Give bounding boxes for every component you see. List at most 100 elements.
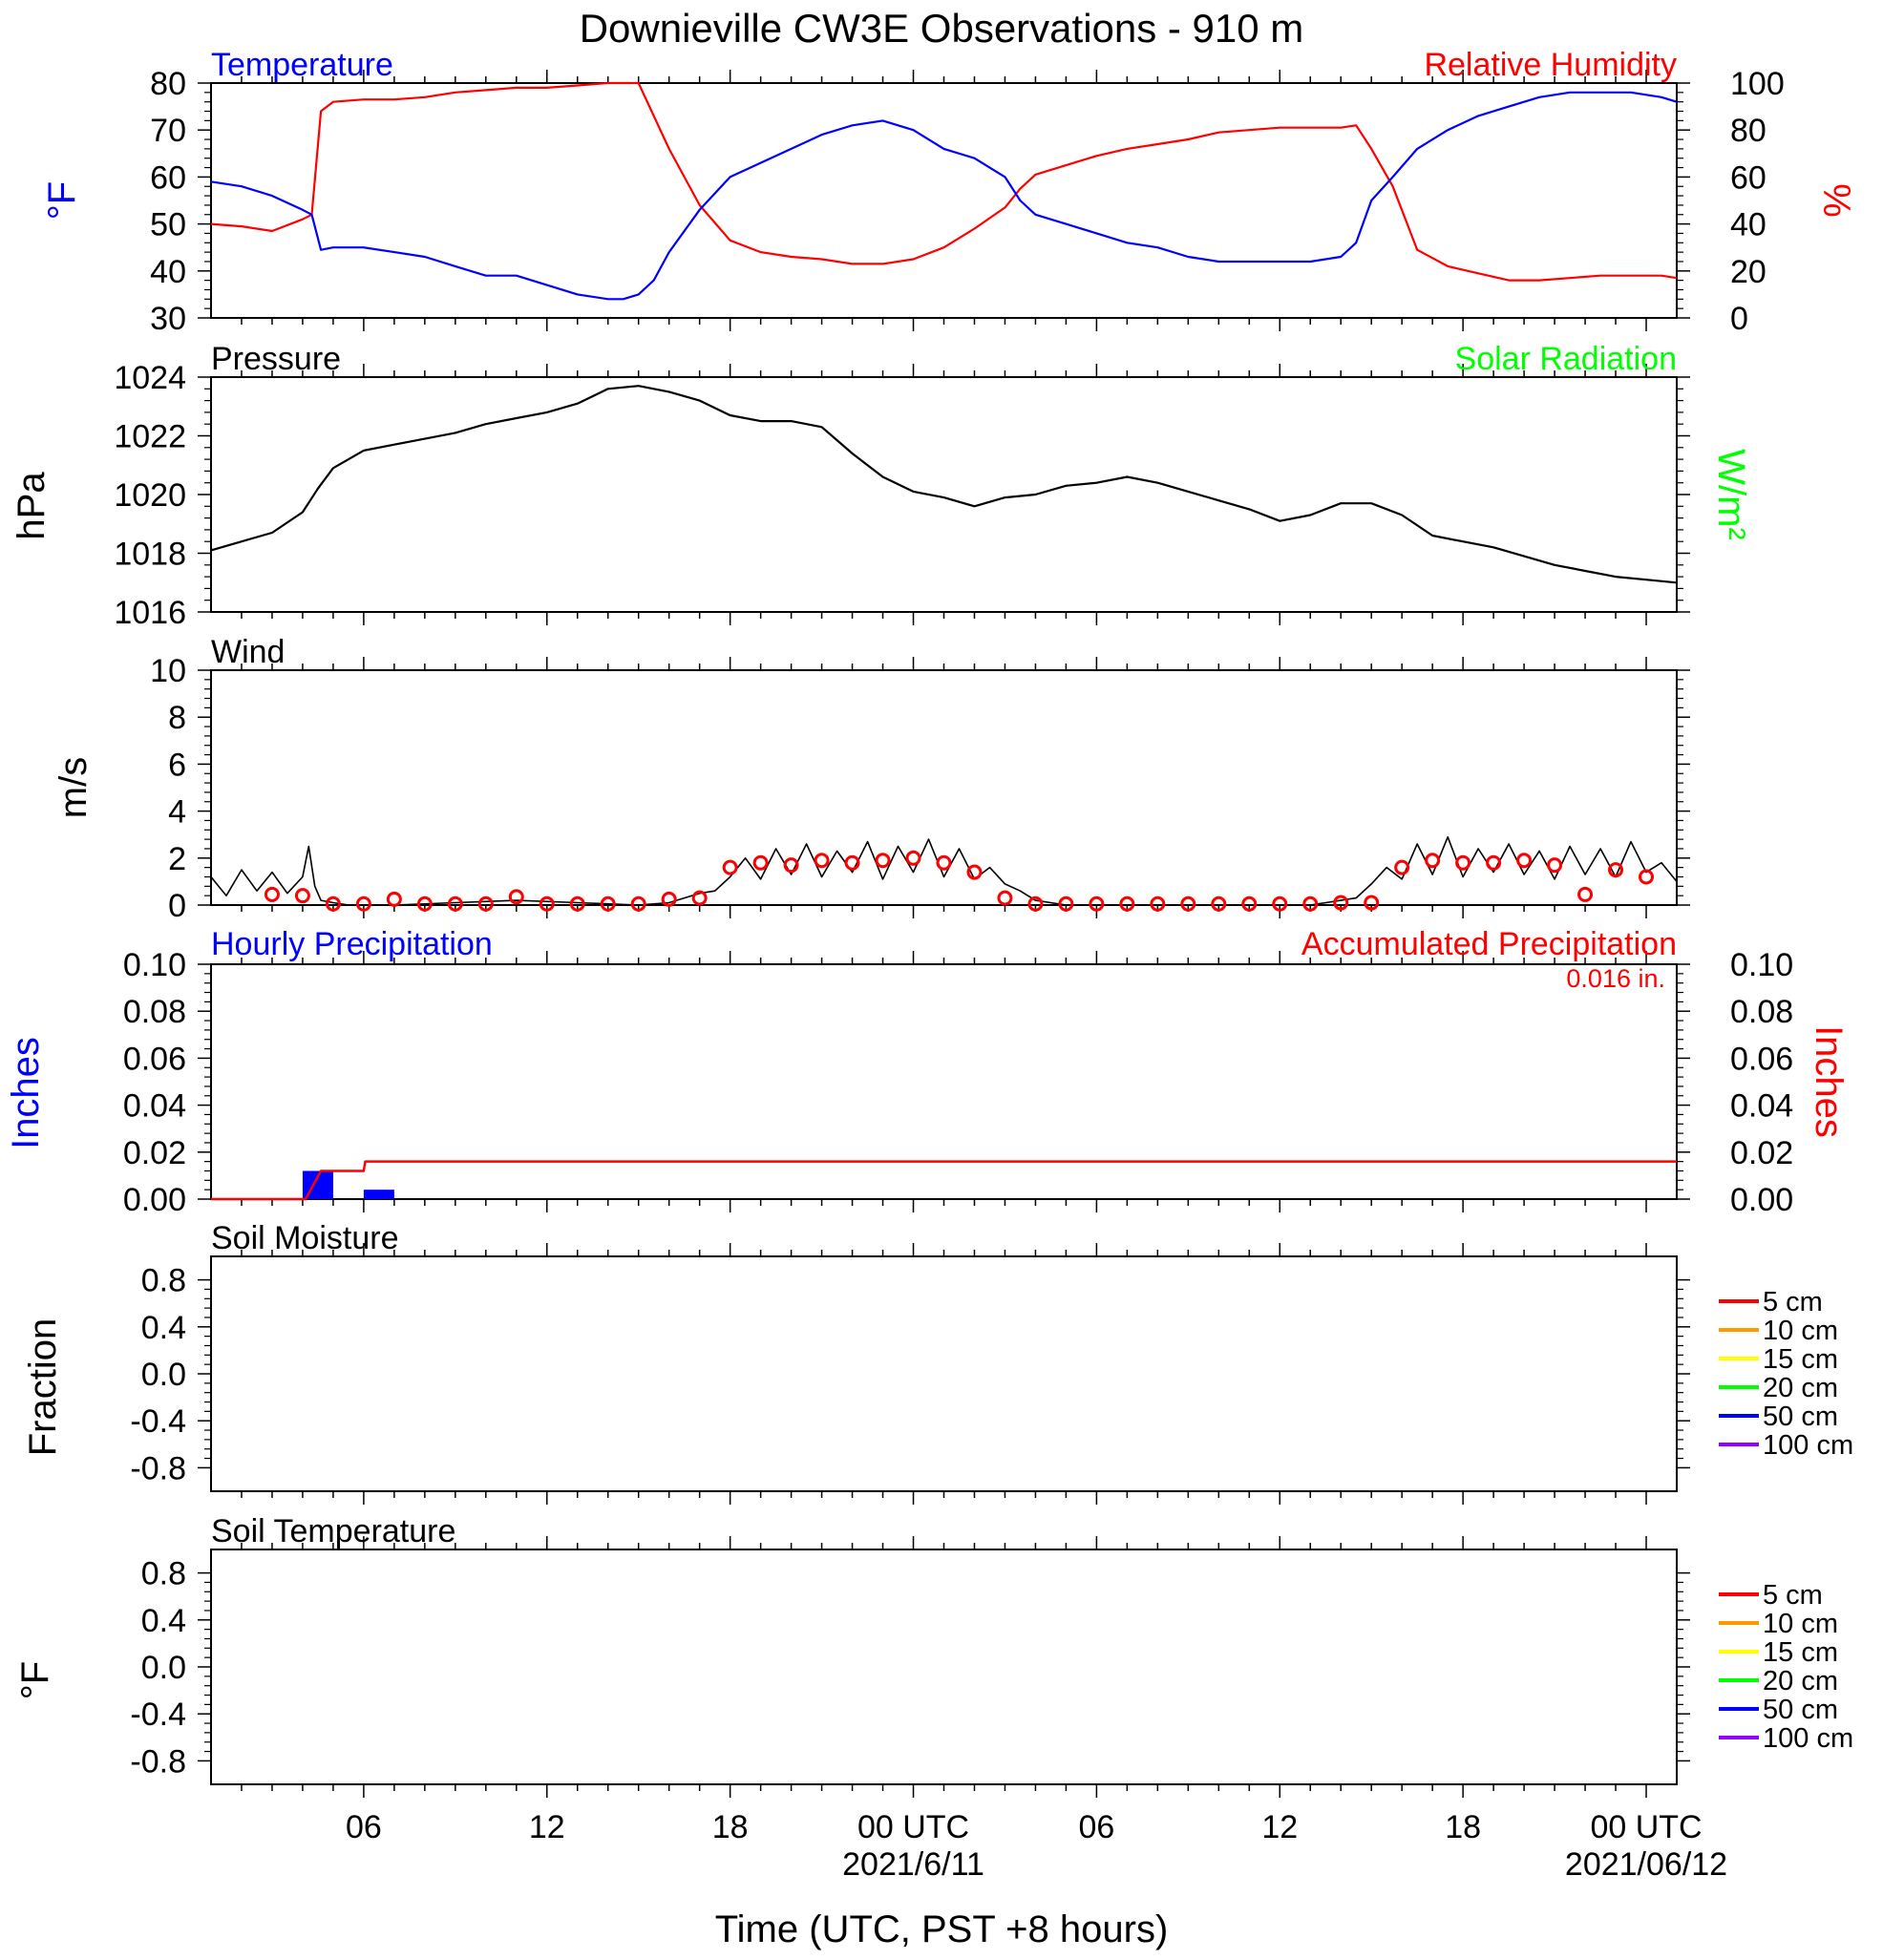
y-right-tick-label: 80 [1730, 113, 1767, 149]
panel-temperature_humidity: 30 40 50 60 70 80 0 20 40 60 80 100 Temperature Relat… [41, 47, 1857, 337]
y-tick-label: -0.4 [130, 1697, 186, 1733]
y-tick-label: 10 [150, 653, 186, 689]
x-tick-label: 18 [1445, 1809, 1481, 1845]
hourly-average-marker [1425, 853, 1441, 869]
hourly-average-marker [1364, 895, 1380, 911]
y-tick-label: 0.0 [141, 1357, 186, 1393]
y-tick-label: 0.04 [123, 1088, 186, 1125]
series-accumulated-precipitation [211, 1160, 1677, 1201]
y-axis-label-left: °F [41, 181, 83, 220]
hourly-average-marker [1394, 859, 1410, 875]
y-tick-label: 1024 [114, 360, 186, 396]
hourly-average-marker [1608, 862, 1624, 878]
hourly-average-marker [661, 891, 677, 907]
hourly-average-marker [630, 896, 646, 912]
hourly-average-marker [1486, 854, 1502, 871]
y-tick-label: 0.8 [141, 1263, 186, 1299]
x-axis-title: Time (UTC, PST +8 hours) [715, 1908, 1169, 1950]
hourly-average-marker [1333, 895, 1349, 911]
y-tick-label: -0.4 [130, 1403, 186, 1440]
hourly-average-marker [569, 896, 585, 912]
panel-title-wind: Wind [211, 634, 285, 670]
y-tick-label: 0 [168, 888, 186, 924]
x-tick-label: 12 [1261, 1809, 1298, 1845]
plot-frame [210, 963, 1678, 1200]
y-tick-label: 50 [150, 207, 186, 243]
y-right-tick-label: 0 [1730, 301, 1748, 337]
plot-frame [210, 376, 1678, 613]
panel-title-hourly-precipitation: Hourly Precipitation [211, 926, 493, 962]
y-axis-label-left: Fraction [22, 1318, 64, 1457]
y-tick-label: 2 [168, 841, 186, 877]
hourly-average-marker [997, 890, 1013, 906]
hourly-average-marker [1119, 896, 1135, 912]
x-tick-label: 06 [346, 1809, 382, 1845]
y-axis-label-right: % [1815, 183, 1857, 218]
hourly-average-marker [1547, 857, 1563, 874]
panel-title-temperature: Temperature [211, 47, 393, 83]
y-right-tick-label: 20 [1730, 254, 1767, 290]
hourly-average-marker [752, 854, 769, 871]
hourly-average-marker [814, 853, 830, 869]
plot-frame [210, 82, 1678, 319]
y-tick-label: 30 [150, 301, 186, 337]
hourly-average-marker [722, 859, 738, 875]
y-tick-label: 70 [150, 113, 186, 149]
y-tick-label: 80 [150, 66, 186, 102]
hourly-average-marker [875, 853, 891, 869]
x-date-label: 2021/6/11 [842, 1846, 984, 1883]
hourly-average-marker [1241, 896, 1258, 912]
y-right-tick-label: 0.02 [1730, 1135, 1793, 1171]
y-tick-label: 60 [150, 159, 186, 196]
hourly-average-marker [477, 896, 494, 912]
x-tick-label: 06 [1078, 1809, 1114, 1845]
chart-title: Downieville CW3E Observations - 910 m [580, 6, 1304, 51]
y-tick-label: 0.4 [141, 1603, 186, 1639]
y-tick-label: 0.4 [141, 1310, 186, 1346]
accumulated-total-annotation: 0.016 in. [1566, 964, 1665, 993]
y-right-tick-label: 0.00 [1730, 1182, 1793, 1218]
hourly-average-marker [1302, 896, 1319, 912]
legend-label: 20 cm [1763, 1666, 1838, 1697]
hourly-average-marker [905, 850, 921, 866]
y-tick-label: 0.06 [123, 1041, 186, 1077]
panel-title-pressure: Pressure [211, 341, 341, 377]
panel-title-humidity: Relative Humidity [1424, 47, 1677, 83]
legend-label: 5 cm [1763, 1580, 1823, 1611]
hourly-average-marker [1516, 853, 1533, 869]
hourly-average-marker [783, 857, 799, 874]
hourly-average-marker [844, 854, 860, 871]
x-date-label: 2021/06/12 [1565, 1846, 1727, 1883]
legend-label: 50 cm [1763, 1402, 1838, 1432]
y-tick-label: 1016 [114, 595, 186, 631]
legend-label: 5 cm [1763, 1287, 1823, 1317]
panel-title-solar-radiation: Solar Radiation [1455, 341, 1677, 377]
y-axis-label-right: Inches [1808, 1025, 1850, 1138]
y-tick-label: 1020 [114, 477, 186, 514]
y-tick-label: 4 [168, 794, 186, 831]
y-tick-label: 8 [168, 700, 186, 736]
y-tick-label: -0.8 [130, 1450, 186, 1486]
y-tick-label: 1018 [114, 537, 186, 573]
hourly-average-marker [1639, 869, 1655, 885]
y-tick-label: 6 [168, 747, 186, 783]
y-tick-label: 0.8 [141, 1556, 186, 1592]
hourly-average-marker [1150, 896, 1166, 912]
hourly-precip-bar [363, 1190, 394, 1199]
y-axis-label-right: W/m² [1710, 449, 1752, 540]
legend-label: 100 cm [1763, 1723, 1853, 1754]
y-tick-label: 0.0 [141, 1650, 186, 1686]
legend-label: 100 cm [1763, 1430, 1853, 1461]
hourly-average-marker [386, 891, 402, 907]
hourly-average-marker [1455, 854, 1471, 871]
y-right-tick-label: 100 [1730, 66, 1785, 102]
hourly-average-marker [1089, 896, 1105, 912]
hourly-average-marker [1577, 886, 1594, 902]
y-right-tick-label: 0.06 [1730, 1041, 1793, 1077]
y-axis-label-left: hPa [11, 472, 53, 540]
y-axis-label-left: m/s [53, 757, 95, 818]
y-right-tick-label: 40 [1730, 207, 1767, 243]
series-temperature [210, 91, 1678, 301]
legend-label: 15 cm [1763, 1344, 1838, 1375]
